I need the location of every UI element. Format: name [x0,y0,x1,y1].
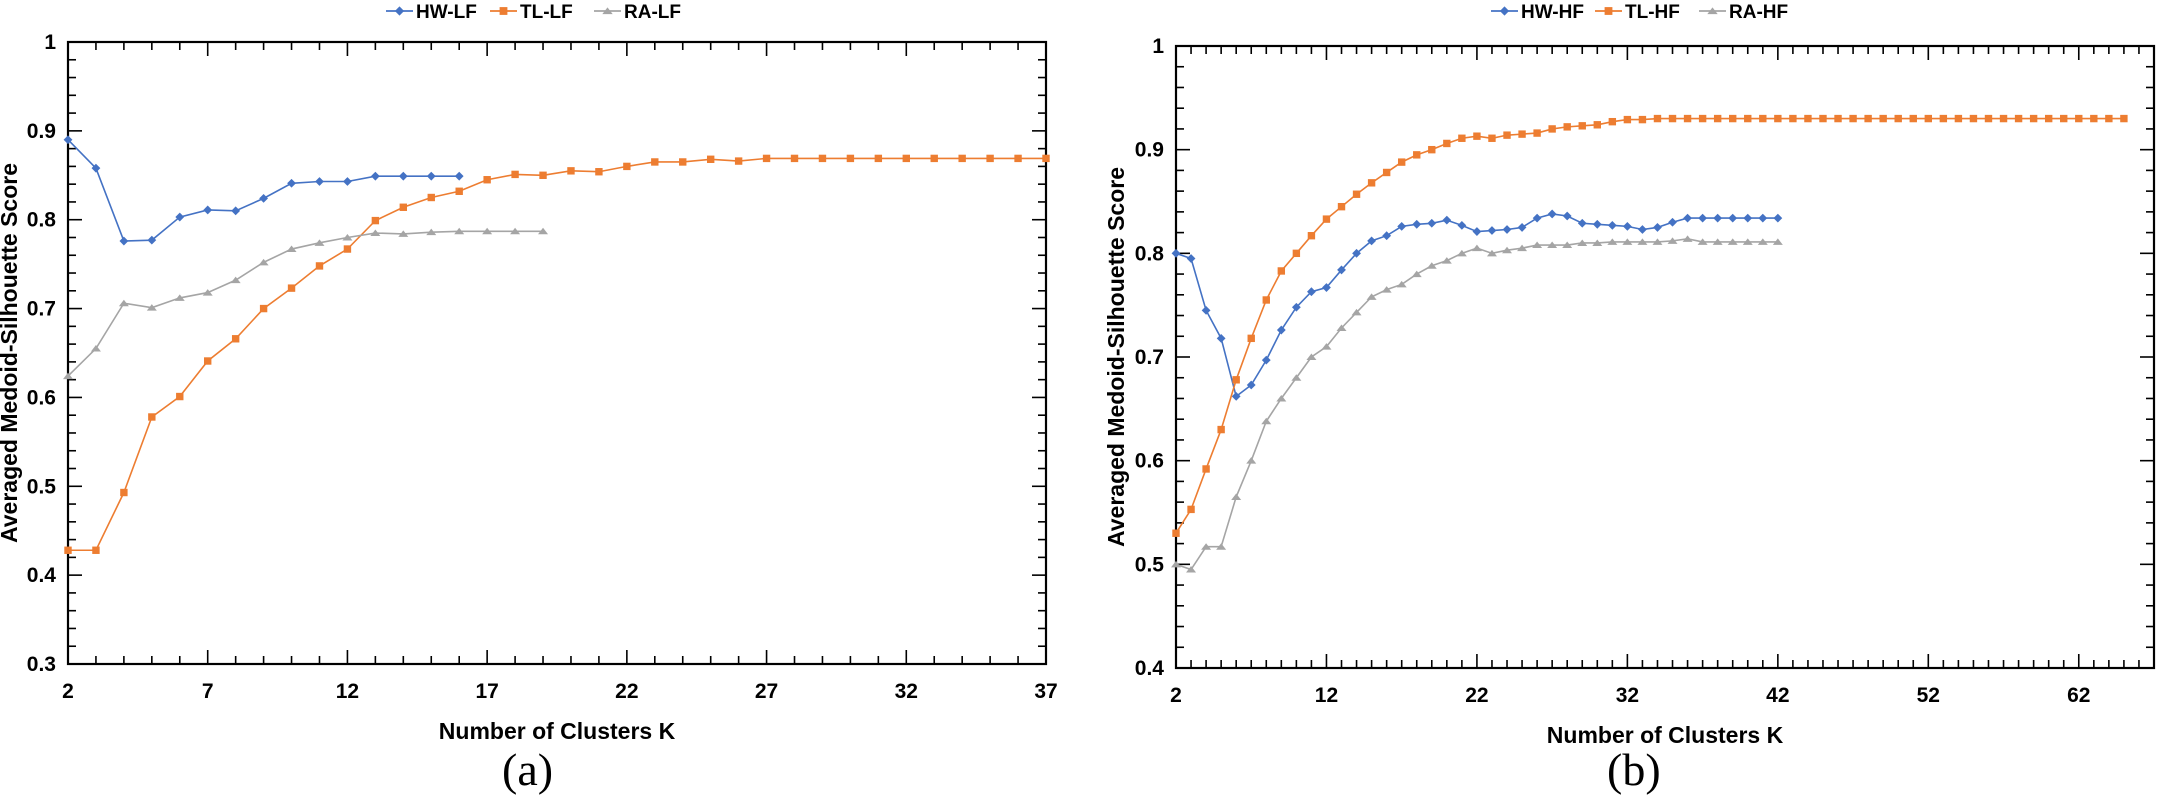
svg-text:0.8: 0.8 [27,209,57,232]
svg-text:0.4: 0.4 [1135,657,1165,680]
svg-text:Averaged Medoid-Silhouette Sco: Averaged Medoid-Silhouette Score [1103,167,1129,547]
svg-text:HW-LF: HW-LF [416,2,477,23]
svg-text:37: 37 [1034,680,1057,703]
svg-text:2: 2 [1170,684,1182,707]
svg-text:22: 22 [1465,684,1488,707]
svg-text:0.5: 0.5 [1135,553,1165,576]
svg-text:12: 12 [336,680,359,703]
svg-text:RA-HF: RA-HF [1729,2,1788,23]
svg-text:0.6: 0.6 [1135,450,1164,473]
svg-text:52: 52 [1917,684,1940,707]
svg-text:0.6: 0.6 [27,386,56,409]
svg-text:HW-HF: HW-HF [1521,2,1584,23]
svg-text:0.9: 0.9 [1135,139,1164,162]
svg-text:42: 42 [1766,684,1789,707]
svg-text:0.5: 0.5 [27,475,57,498]
svg-text:RA-LF: RA-LF [624,2,681,23]
svg-text:1: 1 [44,31,56,54]
svg-text:1: 1 [1152,35,1164,58]
svg-text:32: 32 [895,680,918,703]
svg-text:62: 62 [2067,684,2090,707]
svg-text:22: 22 [615,680,638,703]
svg-text:27: 27 [755,680,778,703]
svg-text:0.3: 0.3 [27,653,56,676]
svg-text:Number of Clusters K: Number of Clusters K [1547,722,1784,748]
svg-text:TL-HF: TL-HF [1625,2,1680,23]
svg-text:32: 32 [1616,684,1639,707]
svg-text:Number of Clusters K: Number of Clusters K [439,718,676,744]
svg-text:Averaged Medoid-Silhouette Sco: Averaged Medoid-Silhouette Score [0,163,22,543]
svg-text:0.4: 0.4 [27,564,57,587]
svg-text:0.9: 0.9 [27,120,56,143]
svg-text:0.7: 0.7 [27,298,56,321]
svg-text:2: 2 [62,680,74,703]
svg-text:12: 12 [1315,684,1338,707]
svg-text:TL-LF: TL-LF [520,2,573,23]
svg-text:17: 17 [475,680,498,703]
svg-text:0.7: 0.7 [1135,346,1164,369]
svg-text:0.8: 0.8 [1135,242,1165,265]
svg-text:7: 7 [202,680,214,703]
